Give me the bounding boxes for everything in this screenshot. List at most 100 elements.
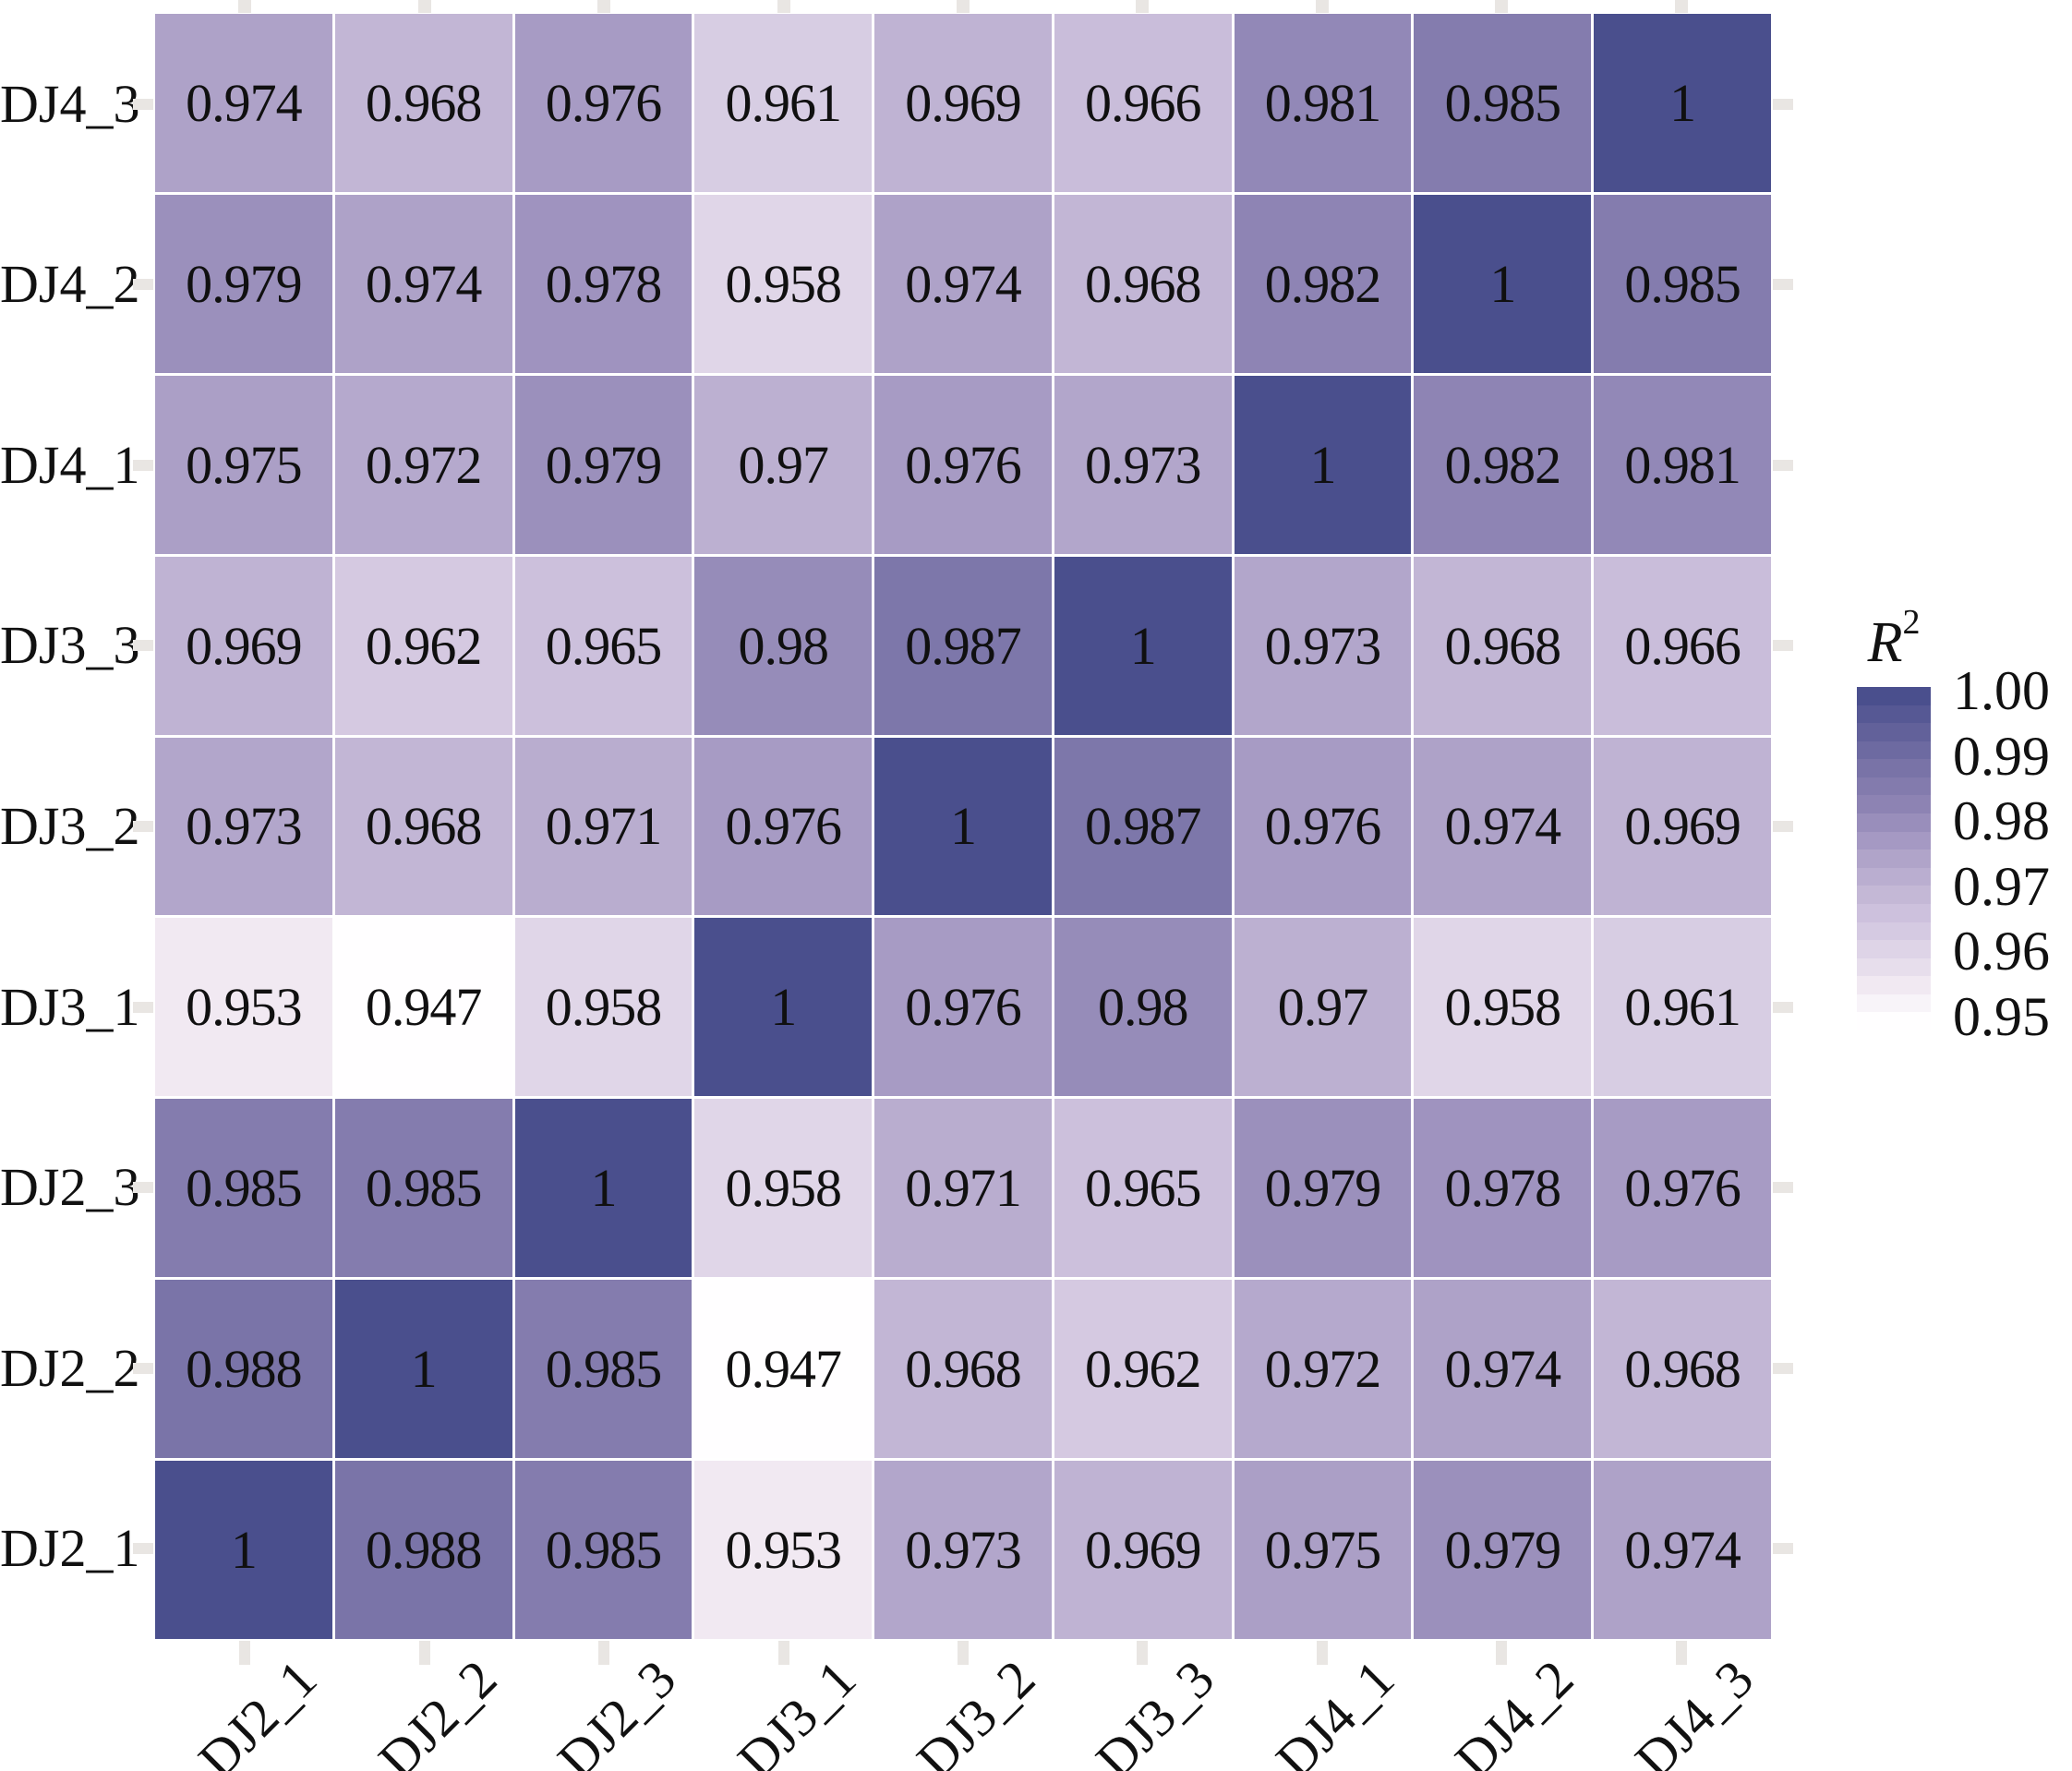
y-axis-label: DJ3_2 [0, 796, 140, 856]
heatmap-cell: 0.968 [874, 1280, 1052, 1459]
legend-colorbar-band [1857, 922, 1931, 941]
x-axis-tick-bottom [958, 1641, 969, 1665]
heatmap-cell: 0.968 [1054, 194, 1232, 373]
heatmap-cell: 0.975 [1234, 1461, 1412, 1639]
heatmap-cell: 0.961 [1594, 918, 1771, 1097]
x-axis-tick-bottom [598, 1641, 610, 1665]
heatmap-cell: 0.985 [155, 1099, 332, 1278]
x-axis-tick-bottom [1137, 1641, 1149, 1665]
heatmap-cell: 0.947 [694, 1280, 873, 1459]
legend-colorbar-band [1857, 958, 1931, 977]
y-axis-tick-left [133, 1001, 153, 1013]
legend-tick-label: 1.00 [1953, 660, 2050, 721]
heatmap-cell: 1 [155, 1461, 332, 1639]
legend-colorbar-band [1857, 1012, 1931, 1030]
heatmap-cell: 0.985 [1414, 14, 1592, 192]
x-axis-tick-top [957, 0, 970, 13]
heatmap-cell: 0.982 [1414, 375, 1592, 554]
heatmap-cell: 0.98 [694, 556, 873, 735]
heatmap-cell: 0.972 [334, 375, 512, 554]
heatmap-cell: 0.979 [1414, 1461, 1592, 1639]
legend-title-r: R [1867, 611, 1903, 674]
x-axis-tick-top [1495, 0, 1509, 13]
x-axis-tick-top [777, 0, 790, 13]
heatmap-cell: 1 [334, 1280, 512, 1459]
legend-colorbar-band [1857, 813, 1931, 832]
y-axis-tick-left [133, 1182, 153, 1194]
legend-colorbar-band [1857, 759, 1931, 777]
heatmap-cell: 0.958 [694, 1099, 873, 1278]
y-axis-tick-left [133, 459, 153, 471]
legend-colorbar-band [1857, 886, 1931, 904]
heatmap-cell: 0.979 [1234, 1099, 1412, 1278]
heatmap-cell: 0.975 [155, 375, 332, 554]
heatmap-cell: 0.982 [1234, 194, 1412, 373]
heatmap-cell: 0.976 [514, 14, 693, 192]
y-axis-tick-right [1773, 640, 1793, 652]
heatmap-cell: 0.968 [334, 14, 512, 192]
y-axis-tick-right [1773, 1001, 1793, 1013]
x-axis-tick-bottom [777, 1641, 789, 1665]
y-axis-tick-left [133, 1543, 153, 1555]
y-axis-tick-right [1773, 279, 1793, 291]
heatmap-cell: 0.988 [155, 1280, 332, 1459]
heatmap-cell: 0.979 [155, 194, 332, 373]
x-axis-tick-bottom [1316, 1641, 1328, 1665]
heatmap-cell: 0.988 [334, 1461, 512, 1639]
legend-title-exponent: 2 [1902, 603, 1921, 642]
heatmap-cell: 0.976 [874, 375, 1052, 554]
heatmap-cell: 0.966 [1594, 556, 1771, 735]
heatmap-cell: 1 [514, 1099, 693, 1278]
legend-tick-label: 0.98 [1953, 790, 2050, 851]
x-axis-tick-top [417, 0, 431, 13]
heatmap-cell: 0.978 [1414, 1099, 1592, 1278]
x-axis-tick-top [597, 0, 611, 13]
legend-colorbar-band [1857, 976, 1931, 994]
y-axis-tick-right [1773, 1362, 1793, 1374]
x-axis-tick-bottom [1675, 1641, 1687, 1665]
y-axis-label: DJ4_2 [0, 254, 140, 315]
heatmap-cell: 0.947 [334, 918, 512, 1097]
heatmap-cell: 1 [1234, 375, 1412, 554]
x-axis-tick-top [238, 0, 252, 13]
heatmap-cell: 0.958 [694, 194, 873, 373]
legend-colorbar-band [1857, 777, 1931, 796]
x-axis-tick-bottom [239, 1641, 251, 1665]
heatmap-cell: 0.969 [874, 14, 1052, 192]
heatmap-cell: 0.968 [334, 737, 512, 916]
heatmap-cell: 0.973 [1054, 375, 1232, 554]
heatmap-cell: 0.98 [1054, 918, 1232, 1097]
y-axis-label: DJ4_3 [0, 73, 140, 134]
y-axis-label: DJ2_1 [0, 1518, 140, 1579]
heatmap-cell: 0.953 [155, 918, 332, 1097]
y-axis-tick-left [133, 821, 153, 832]
y-axis-label: DJ2_2 [0, 1337, 140, 1398]
heatmap-cell: 1 [874, 737, 1052, 916]
legend-colorbar-band [1857, 940, 1931, 958]
heatmap-cell: 0.976 [1594, 1099, 1771, 1278]
y-axis-tick-right [1773, 98, 1793, 110]
y-axis-tick-right [1773, 459, 1793, 471]
heatmap-cell: 0.978 [514, 194, 693, 373]
heatmap-grid: 0.974 0.968 0.976 0.961 0.969 0.966 0.981 0.985… [155, 14, 1771, 1639]
legend-tick-label: 0.97 [1953, 855, 2050, 917]
heatmap-cell: 0.981 [1594, 375, 1771, 554]
legend-colorbar-band [1857, 867, 1931, 886]
legend-colorbar-band [1857, 849, 1931, 868]
heatmap-cell: 0.976 [1234, 737, 1412, 916]
heatmap-cell: 0.969 [1054, 1461, 1232, 1639]
heatmap-cell: 0.97 [694, 375, 873, 554]
heatmap-cell: 0.962 [334, 556, 512, 735]
legend-colorbar-band [1857, 795, 1931, 814]
heatmap-cell: 0.973 [1234, 556, 1412, 735]
x-axis-tick-top [1674, 0, 1688, 13]
y-axis-tick-right [1773, 821, 1793, 832]
legend-colorbar-band [1857, 705, 1931, 724]
x-axis-tick-bottom [418, 1641, 430, 1665]
heatmap-cell: 0.974 [874, 194, 1052, 373]
heatmap-cell: 0.958 [1414, 918, 1592, 1097]
heatmap-cell: 0.962 [1054, 1280, 1232, 1459]
heatmap-cell: 0.971 [874, 1099, 1052, 1278]
heatmap-cell: 0.974 [1594, 1461, 1771, 1639]
heatmap-cell: 0.974 [1414, 1280, 1592, 1459]
